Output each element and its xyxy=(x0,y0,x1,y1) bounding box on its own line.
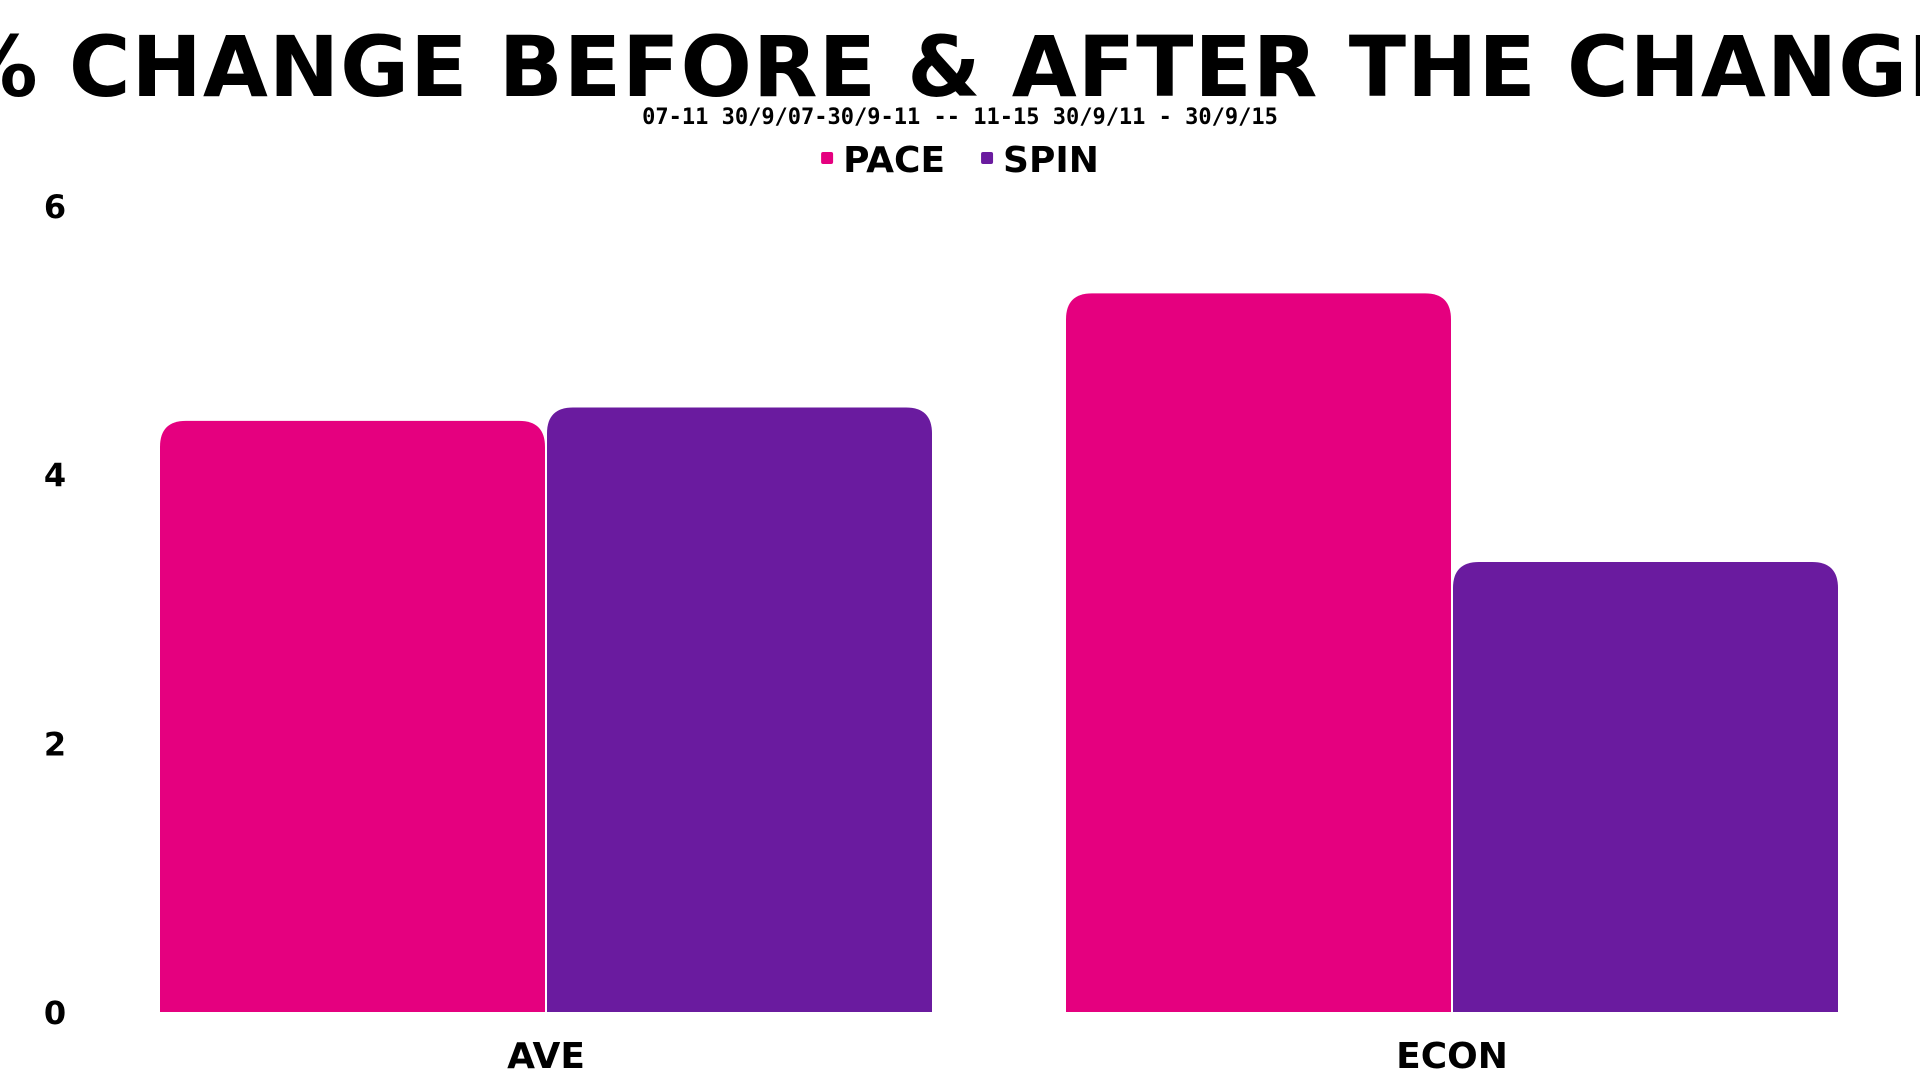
legend-swatch xyxy=(981,152,994,164)
chart-title: % CHANGE BEFORE & AFTER THE CHANGE xyxy=(0,18,1920,116)
bar-spin-ave xyxy=(547,407,932,1012)
y-tick-label: 2 xyxy=(44,725,66,763)
y-axis: 0 2 4 6 xyxy=(44,188,66,1032)
x-category-label: AVE xyxy=(507,1036,585,1077)
y-tick-label: 0 xyxy=(44,994,66,1032)
bar-spin-econ xyxy=(1453,561,1838,1012)
bar-pace-ave xyxy=(160,420,545,1012)
x-category-label: ECON xyxy=(1396,1036,1508,1077)
chart-subtitle: 07-11 30/9/07-30/9-11 -- 11-15 30/9/11 -… xyxy=(642,105,1278,130)
bar-pace-econ xyxy=(1066,293,1451,1013)
x-axis: AVE ECON xyxy=(507,1036,1508,1077)
legend-item-pace: PACE xyxy=(821,140,945,181)
legend-item-spin: SPIN xyxy=(981,140,1099,181)
y-tick-label: 6 xyxy=(44,188,66,226)
chart-legend: PACE SPIN xyxy=(821,140,1099,181)
legend-label: PACE xyxy=(843,140,945,181)
legend-swatch xyxy=(821,152,834,164)
bars-group xyxy=(160,293,1838,1013)
legend-label: SPIN xyxy=(1003,140,1099,181)
y-tick-label: 4 xyxy=(44,457,66,495)
